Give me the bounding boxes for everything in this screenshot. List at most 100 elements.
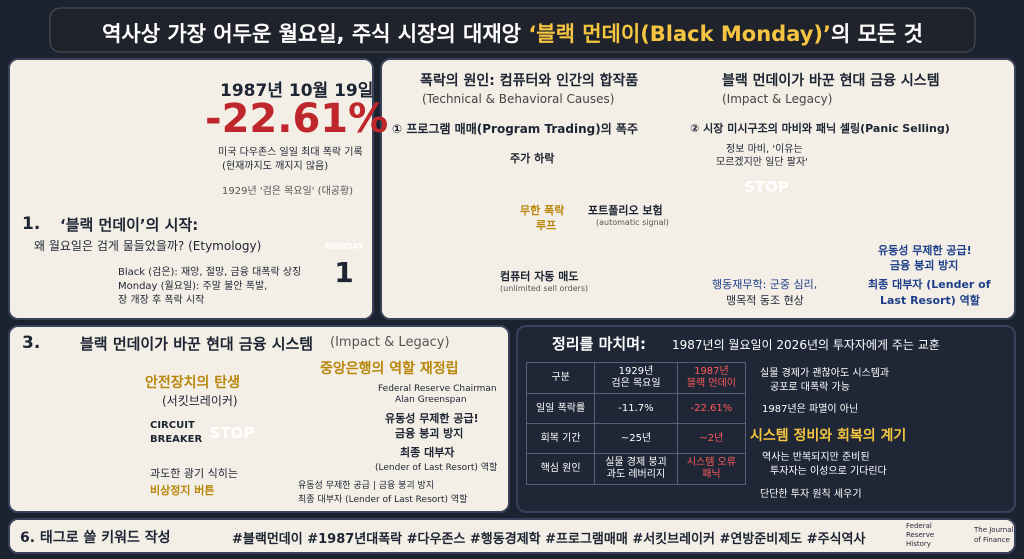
text: 1929년 '검은 목요일' (대공황) (222, 186, 354, 197)
table-row: 핵심 원인 실물 경제 붕괴 과도 레버리지 시스템 오류 패닉 (525, 453, 747, 485)
cell-line: 검은 목요일 (611, 378, 661, 389)
text: (Lender of Last Resort) 역할 (375, 463, 498, 473)
text: 금융 붕괴 방지 (395, 427, 464, 440)
text: 모르겠지만 일단 팔자' (716, 157, 808, 168)
text: 1987년의 월요일이 2026년의 투자자에게 주는 교훈 (672, 338, 940, 352)
text: 비상정지 버튼 (150, 484, 215, 497)
text: ② 시장 미시구조의 마비와 패닉 셀링(Panic Selling) (690, 122, 950, 135)
title-part: 의 모든 것 (831, 22, 923, 46)
text: 블랙 먼데이가 바꾼 현대 금융 시스템 (722, 73, 940, 89)
text: (automatic signal) (596, 218, 669, 227)
text: 컴퓨터 자동 매도 (500, 270, 579, 283)
table-cell: 구분 (525, 362, 596, 394)
table-cell: 1929년 검은 목요일 (594, 362, 678, 394)
text: of Finance (974, 536, 1010, 544)
text: 역사는 반복되지만 준비된 (762, 452, 870, 463)
cell-line: 블랙 먼데이 (686, 378, 736, 389)
text: (unlimited sell orders) (500, 284, 589, 293)
text: 시스템 정비와 회복의 계기 (750, 428, 907, 444)
cell-line: 1987년 (694, 366, 729, 377)
text: 1987년 10월 19일 (220, 81, 374, 101)
table-cell: 실물 경제 붕괴 과도 레버리지 (594, 453, 678, 485)
text: 유동성 무제한 공급 | 금융 붕괴 방지 (298, 481, 435, 491)
text: BREAKER (150, 434, 203, 445)
panel (8, 58, 374, 320)
footer (8, 518, 1016, 554)
text: 안전장치의 탄생 (145, 375, 241, 391)
text: 최종 대부자 (Lender of (868, 278, 991, 291)
text: 최종 대부자 (400, 446, 455, 459)
table-cell: 회복 기간 (525, 423, 596, 454)
cell-line: 실물 경제 붕괴 (605, 457, 667, 468)
text: 행동재무학: 군중 심리, (712, 278, 818, 291)
title-part: 역사상 가장 어두운 월요일, 주식 시장의 대재앙 (102, 22, 529, 46)
text: Alan Greenspan (395, 395, 467, 405)
panel (380, 58, 1016, 320)
table-cell: 일일 폭락률 (525, 393, 596, 424)
cell-line: 1929년 (618, 366, 654, 377)
cell-line: 시스템 오류 (686, 457, 736, 468)
table-row: 일일 폭락률 -11.7% -22.61% (525, 393, 747, 424)
table-cell: -11.7% (594, 393, 678, 424)
text: 1987년은 파멸이 아닌 (762, 404, 859, 415)
text: 블랙 먼데이가 바꾼 현대 금융 시스템 (80, 335, 314, 353)
text: 최종 대부자 (Lender of Last Resort) 역할 (298, 495, 468, 505)
text: 유동성 무제한 공급! (385, 412, 479, 425)
text: ① 프로그램 매매(Program Trading)의 폭주 (392, 122, 638, 136)
table-cell: ~2년 (676, 423, 747, 454)
text: (현재까지도 깨지지 않음) (222, 161, 329, 172)
text: Federal Reserve Chairman (378, 384, 497, 394)
text: 중앙은행의 역할 재정립 (320, 361, 459, 377)
table-cell: -22.61% (676, 393, 747, 424)
text: 실물 경제가 괜찮아도 시스템과 (760, 368, 890, 379)
table-cell: 1987년 블랙 먼데이 (676, 362, 747, 394)
title-bar (49, 7, 976, 53)
text: 금융 붕괴 방지 (890, 259, 959, 272)
text: (Impact & Legacy) (330, 335, 450, 350)
comparison-table: 구분 1929년 검은 목요일 1987년 블랙 먼데이 일일 폭락률 -11.7% -22.… (525, 362, 747, 485)
text: 정리를 마치며: (552, 335, 647, 353)
text: 단단한 투자 원칙 세우기 (760, 489, 862, 500)
text: 왜 월요일은 검게 물들었을까? (Etymology) (34, 239, 262, 253)
text: Last Resort) 역할 (880, 294, 980, 307)
text: 1. (22, 214, 41, 234)
table-cell: ~25년 (594, 423, 678, 454)
cell-line: 과도 레버리지 (606, 469, 666, 480)
title-part: ‘블랙 먼데이(Black Monday)’ (528, 22, 831, 46)
text: (Impact & Legacy) (722, 92, 833, 106)
text: 과도한 광기 식히는 (150, 467, 238, 480)
headline-number: -22.61% (205, 96, 389, 142)
text: Monday (월요일): 주말 불안 폭발, (118, 281, 268, 292)
text: 유동성 무제한 공급! (878, 244, 972, 257)
text: 미국 다우존스 일일 최대 폭락 기록 (218, 147, 363, 158)
text: 루프 (536, 219, 557, 232)
text: Reserve (906, 531, 935, 539)
text: 장 개장 후 폭락 시작 (118, 295, 205, 306)
text: 정보 마비, '이유는 (726, 144, 803, 155)
table-cell: 시스템 오류 패닉 (676, 453, 747, 485)
text: CIRCUIT (150, 420, 195, 431)
text: 3. (22, 333, 41, 353)
text: History (906, 540, 931, 548)
table-row: 회복 기간 ~25년 ~2년 (525, 423, 747, 454)
panel (8, 325, 510, 513)
text: 공포로 대폭락 가능 (770, 382, 850, 393)
text: 무한 폭락 (520, 204, 565, 217)
text: The Journal (974, 526, 1014, 534)
text: ‘블랙 먼데이’의 시작: (60, 216, 199, 234)
text: 6. 태그로 쓸 키워드 작성 (20, 530, 171, 546)
text: 포트폴리오 보험 (588, 204, 663, 217)
text: MONDAY (324, 242, 364, 251)
text: 1 (334, 256, 354, 289)
text: 투자자는 이성으로 기다린다 (770, 466, 887, 477)
text: (Technical & Behavioral Causes) (422, 92, 615, 106)
text: Black (검은): 재앙, 절망, 금융 대폭락 상징 (118, 267, 302, 278)
stop-label: STOP (209, 424, 255, 442)
page-title: 역사상 가장 어두운 월요일, 주식 시장의 대재앙 ‘블랙 먼데이(Black… (50, 18, 975, 48)
cell-line: 패닉 (702, 469, 721, 480)
text: 맹목적 동조 현상 (726, 294, 804, 307)
stop-label: STOP (744, 178, 789, 196)
text: Federal (906, 522, 932, 530)
text: (서킷브레이커) (162, 394, 238, 408)
